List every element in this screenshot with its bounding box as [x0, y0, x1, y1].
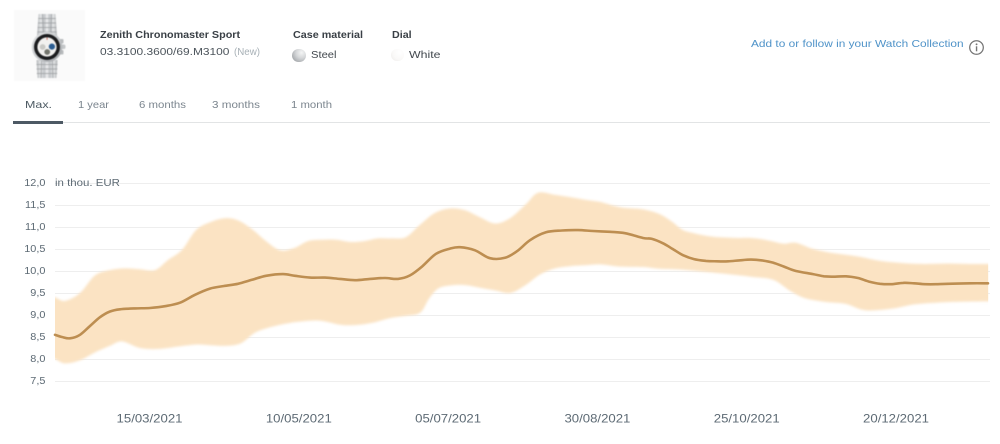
svg-text:7,5: 7,5: [30, 375, 45, 387]
svg-text:30/08/2021: 30/08/2021: [564, 412, 630, 425]
svg-text:in thou. EUR: in thou. EUR: [55, 178, 120, 189]
svg-text:8,5: 8,5: [30, 331, 45, 343]
svg-text:05/07/2021: 05/07/2021: [415, 412, 481, 425]
svg-text:9,0: 9,0: [30, 309, 45, 321]
svg-text:12,0: 12,0: [24, 177, 45, 189]
svg-text:10,5: 10,5: [24, 243, 45, 255]
svg-text:20/12/2021: 20/12/2021: [863, 412, 929, 425]
svg-text:15/03/2021: 15/03/2021: [117, 412, 183, 425]
svg-text:25/10/2021: 25/10/2021: [714, 412, 780, 425]
svg-text:9,5: 9,5: [30, 287, 45, 299]
svg-text:11,5: 11,5: [25, 199, 45, 211]
svg-text:10,0: 10,0: [24, 265, 45, 277]
svg-text:8,0: 8,0: [30, 353, 45, 365]
svg-text:10/05/2021: 10/05/2021: [266, 412, 332, 425]
svg-text:11,0: 11,0: [25, 221, 45, 233]
